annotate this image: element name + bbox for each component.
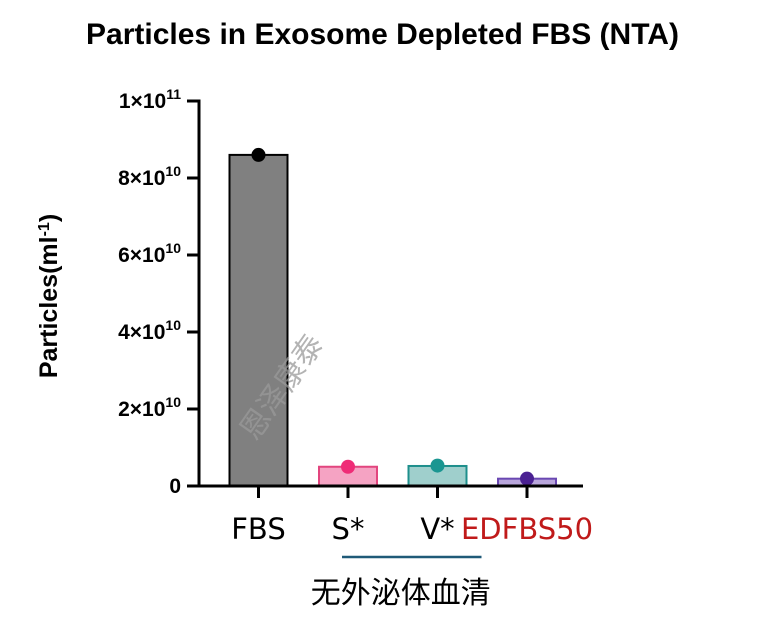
x-axis-ticks xyxy=(257,486,529,498)
y-axis-ticks: 0 2×1010 4×1010 6×1010 8×1010 1×1011 xyxy=(118,86,199,498)
y-axis-label: Particles(ml-1) xyxy=(35,214,63,378)
y-tick-label: 2×1010 xyxy=(118,394,181,421)
data-points xyxy=(251,147,534,486)
point-edfbs50 xyxy=(520,471,534,486)
y-tick-label: 6×1010 xyxy=(118,240,181,267)
chart-title: Particles in Exosome Depleted FBS (NTA) xyxy=(86,18,679,51)
y-tick-label: 0 xyxy=(169,475,181,498)
y-tick-label: 4×1010 xyxy=(118,317,181,344)
category-label-v: V* xyxy=(420,512,454,546)
category-label-s: S* xyxy=(332,512,365,546)
category-label-edfbs50: EDFBS50 xyxy=(461,512,593,546)
group-label: 无外泌体血清 xyxy=(311,576,491,611)
y-tick-label: 1×1011 xyxy=(119,86,181,113)
y-axis-label-sup: -1 xyxy=(36,222,53,236)
category-label-fbs: FBS xyxy=(231,512,285,546)
y-axis-label-end: ) xyxy=(35,214,63,222)
bars xyxy=(228,153,557,488)
category-labels: FBS S* V* EDFBS50 xyxy=(231,512,593,546)
bar-fbs xyxy=(228,153,289,487)
point-v xyxy=(430,458,445,473)
y-axis-label-main: Particles(ml xyxy=(35,236,63,378)
point-s xyxy=(341,459,355,474)
y-tick-label: 8×1010 xyxy=(118,163,181,190)
point-fbs xyxy=(251,147,266,162)
